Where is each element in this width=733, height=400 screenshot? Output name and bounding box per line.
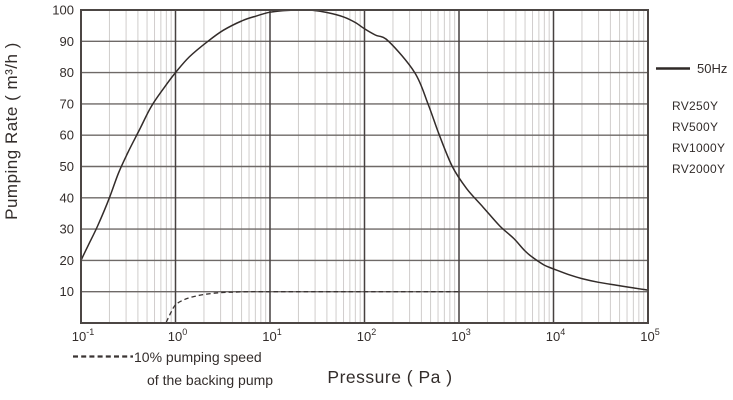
y-tick-label: 30 [60,222,74,237]
backing-pump-curve [165,291,459,323]
x-tick-label: 105 [640,327,659,344]
y-tick-label: 60 [60,128,74,143]
y-tick-label: 40 [60,190,74,205]
model-item: RV1000Y [672,141,726,155]
x-tick-label: 104 [546,327,565,344]
backing-legend-line1: 10% pumping speed [134,349,262,365]
model-item: RV2000Y [672,162,726,176]
x-tick-label: 102 [357,327,376,344]
y-tick-label: 10 [60,284,74,299]
model-item: RV500Y [672,120,719,134]
y-tick-label: 70 [60,96,74,111]
legend-50hz: 50Hz [656,61,727,76]
solid-line-icon [656,67,690,70]
y-tick-label: 90 [60,34,74,49]
backing-legend-line2: of the backing pump [147,372,274,388]
x-tick-label: 10-1 [72,327,94,344]
model-list: RV250Y RV500Y RV1000Y RV2000Y [672,96,725,180]
legend-50hz-label: 50Hz [697,61,728,76]
x-axis-title: Pressure ( Pa ) [327,367,453,387]
pumping-rate-curve-50hz [80,9,649,291]
dashed-line-icon [73,355,133,358]
model-item: RV250Y [672,99,719,113]
plot-border [80,9,649,324]
y-axis-title: Pumping Rate ( m³/h ) [2,42,21,220]
x-tick-label: 100 [168,327,187,344]
x-tick-label: 101 [262,327,281,344]
y-tick-label: 50 [60,159,74,174]
y-tick-label: 100 [52,3,74,18]
x-tick-label: 103 [451,327,470,344]
y-tick-label: 20 [60,253,74,268]
y-tick-label: 80 [60,65,74,80]
